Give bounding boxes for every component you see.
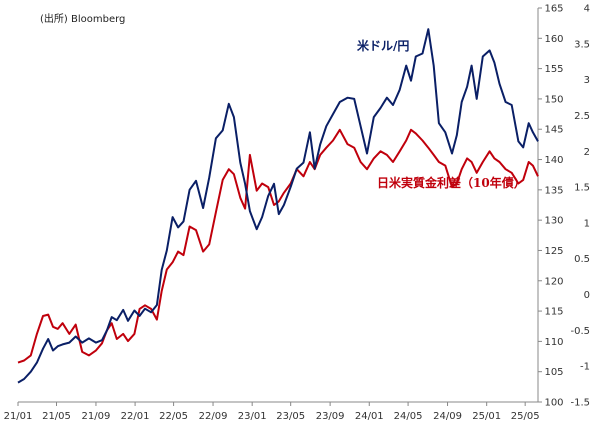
series-lines <box>17 28 539 384</box>
y-right-tick-label: 3 <box>584 75 590 86</box>
y-left-tick-label: 150 <box>544 94 563 105</box>
y-left-tick-label: 115 <box>544 307 563 318</box>
x-tick-label: 23/09 <box>316 411 345 422</box>
y-left-tick-label: 155 <box>544 64 563 75</box>
y-left-tick-label: 135 <box>544 185 563 196</box>
y-left-tick-label: 100 <box>544 398 563 409</box>
y-right-tick-label: -0.5 <box>570 326 590 337</box>
x-tick-label: 21/01 <box>4 411 33 422</box>
y-left-tick-label: 130 <box>544 216 563 227</box>
y-right-tick-label: 2 <box>584 147 590 158</box>
x-tick-label: 24/09 <box>433 411 462 422</box>
y-left-tick-label: 120 <box>544 276 563 287</box>
x-tick-label: 21/09 <box>82 411 111 422</box>
y-right-tick-label: 1.5 <box>574 183 590 194</box>
y-right-tick-label: 2.5 <box>574 111 590 122</box>
x-tick-label: 23/01 <box>238 411 267 422</box>
y-right-tick-label: -1 <box>580 362 590 373</box>
axes: 21/01 21/05 21/09 22/01 22/05 22/09 23/01 23/05… <box>4 4 590 423</box>
x-tick-label: 22/01 <box>121 411 150 422</box>
y-right-tick-label: -1.5 <box>570 398 590 409</box>
y-left-tick-label: 145 <box>544 125 563 136</box>
x-tick-label: 23/05 <box>276 411 305 422</box>
series-label-rate-diff: 日米実質金利差（10年債） <box>377 175 526 190</box>
x-tick-label: 21/05 <box>42 411 71 422</box>
y-right-tick-label: 3.5 <box>574 39 590 50</box>
y-left-tick-label: 165 <box>544 4 563 15</box>
x-tick-label: 25/01 <box>472 411 501 422</box>
series-line-usdjpy <box>17 28 539 384</box>
source-note: (出所) Bloomberg <box>40 12 125 25</box>
x-tick-label: 22/05 <box>159 411 188 422</box>
y-left-tick-label: 125 <box>544 246 563 257</box>
series-label-usdjpy: 米ドル/円 <box>357 38 409 53</box>
y-right-tick-label: 1 <box>584 218 590 229</box>
y-left-tick-label: 140 <box>544 155 563 166</box>
y-left-tick-label: 105 <box>544 367 563 378</box>
y-right-tick-label: 0 <box>584 290 590 301</box>
y-left-tick-label: 160 <box>544 34 563 45</box>
y-left-tick-label: 110 <box>544 337 563 348</box>
x-tick-label: 22/09 <box>199 411 228 422</box>
series-line-rate-diff <box>17 128 539 364</box>
y-right-tick-label: 0.5 <box>574 254 590 265</box>
x-tick-label: 25/05 <box>511 411 540 422</box>
x-tick-label: 24/05 <box>394 411 423 422</box>
y-right-tick-label: 4 <box>584 4 590 15</box>
x-tick-label: 24/01 <box>355 411 384 422</box>
